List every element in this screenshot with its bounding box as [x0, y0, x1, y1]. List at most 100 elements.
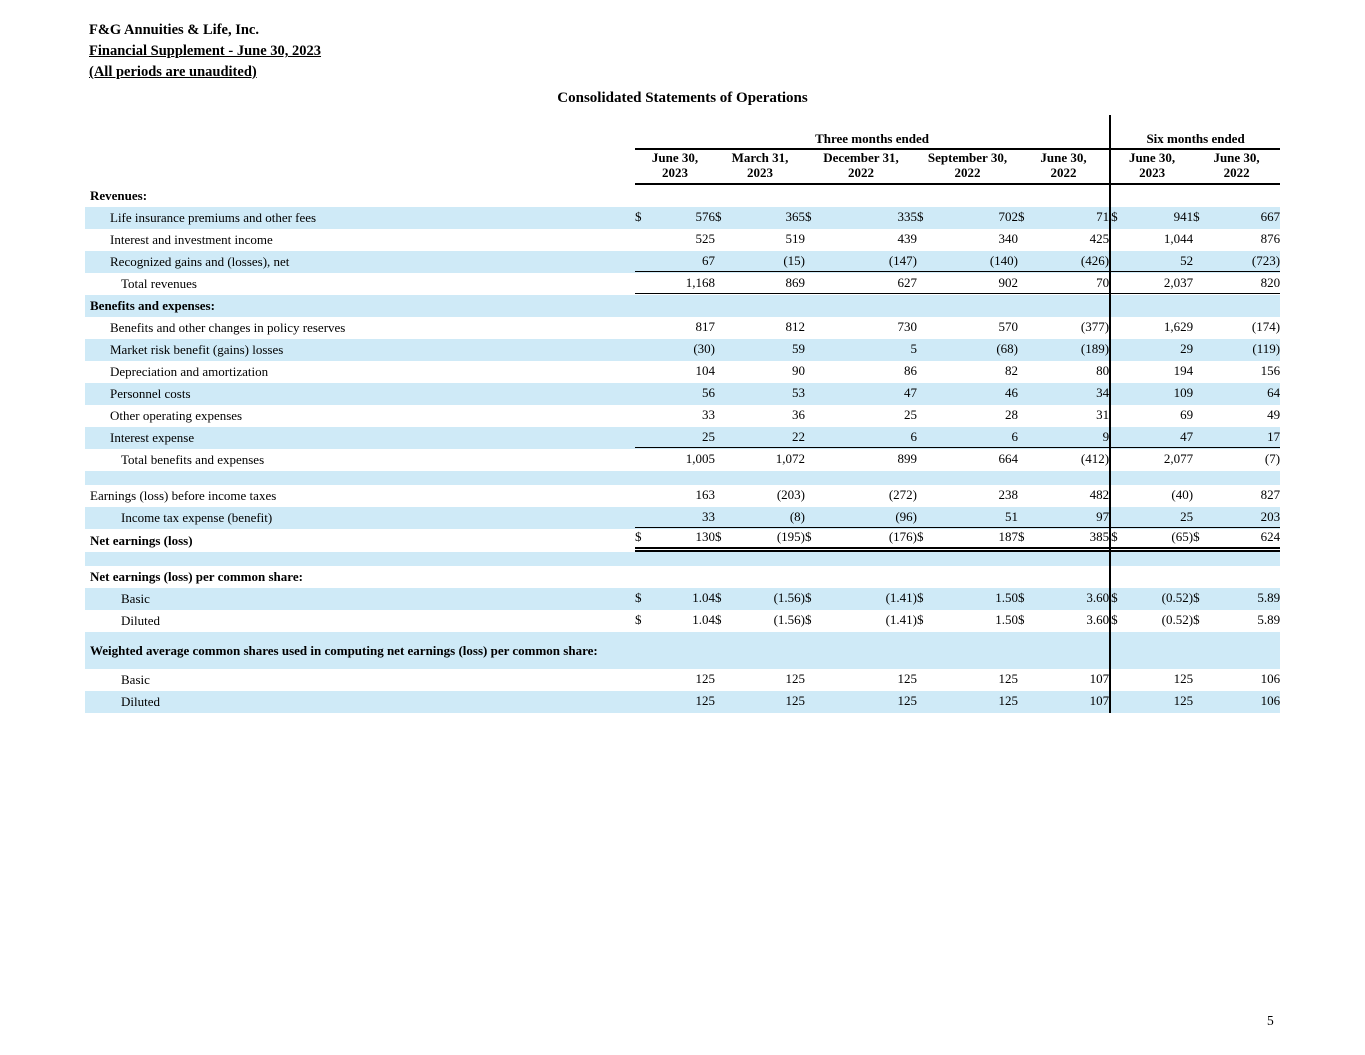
- table-cell: 33: [635, 509, 715, 528]
- cell-value: 1.04: [692, 590, 715, 605]
- table-cell: 64: [1193, 385, 1280, 403]
- table-cell: 827: [1193, 487, 1281, 505]
- column-header: September 30, 2022: [917, 150, 1018, 185]
- table-cell: 482: [1018, 487, 1110, 505]
- cell-value: 5.89: [1257, 612, 1281, 627]
- row-label: Income tax expense (benefit): [121, 510, 273, 525]
- cell-value: 130: [695, 529, 716, 544]
- table-cell: 25: [635, 429, 715, 448]
- cell-value: 702: [998, 209, 1019, 224]
- cell-value: 3.60: [1086, 590, 1110, 605]
- table-cell: 106: [1193, 693, 1281, 711]
- section-row: Benefits and expenses:: [85, 295, 1281, 317]
- cell-value: 125: [897, 671, 918, 686]
- period-divider-line: [1109, 115, 1281, 130]
- table-cell: $702: [917, 209, 1018, 227]
- cell-value: 67: [702, 252, 715, 268]
- row-label: Earnings (loss) before income taxes: [90, 488, 277, 503]
- currency-symbol: $: [635, 612, 642, 627]
- table-cell: 340: [917, 231, 1019, 249]
- cell-value: 33: [702, 508, 715, 524]
- table-cell: $ (0.52): [1111, 612, 1193, 630]
- table-cell: 1,072: [715, 451, 805, 469]
- cell-value: 69: [1180, 407, 1194, 422]
- table-cell: 125: [635, 693, 716, 711]
- cell-value: 109: [1173, 385, 1194, 400]
- table-cell: $1.50: [917, 590, 1018, 608]
- table-cell: 2,037: [1111, 275, 1194, 294]
- cell-value: 86: [904, 363, 917, 378]
- table-cell: 97: [1018, 509, 1110, 528]
- row-label: Net earnings (loss): [90, 532, 193, 548]
- currency-symbol: $: [715, 612, 722, 627]
- column-header: March 31, 2023: [715, 150, 805, 185]
- table-cell: (140): [917, 253, 1018, 272]
- table-cell: 1,629: [1111, 319, 1193, 337]
- table-row: Life insurance premiums and other fees $5…: [85, 207, 1281, 229]
- table-cell: $ (1.56): [715, 612, 805, 630]
- cell-value: (1.56): [773, 612, 805, 627]
- table-row: Net earnings (loss) $130 $ (195) $ (176) $187 $…: [85, 529, 1281, 552]
- spacer-row: [85, 552, 1281, 566]
- row-label: Total revenues: [121, 276, 197, 291]
- table-cell: 31: [1018, 407, 1109, 425]
- cell-value: 71: [1096, 209, 1110, 224]
- cell-value: 203: [1260, 508, 1281, 524]
- cell-value: 2,077: [1163, 451, 1194, 466]
- cell-value: 125: [998, 693, 1019, 708]
- cell-value: 107: [1089, 693, 1110, 708]
- row-label: Depreciation and amortization: [110, 364, 269, 379]
- table-cell: 425: [1018, 231, 1110, 249]
- currency-symbol: $: [1193, 209, 1200, 224]
- cell-value: 869: [785, 274, 806, 290]
- cell-value: 730: [897, 319, 918, 334]
- column-header: June 30, 2022: [1193, 150, 1281, 185]
- cell-value: (176): [888, 529, 917, 544]
- currency-symbol: $: [715, 590, 722, 605]
- table-cell: $ (176): [805, 529, 917, 552]
- cell-value: (7): [1264, 451, 1281, 466]
- table-cell: $1.04: [635, 590, 715, 608]
- cell-value: 64: [1267, 385, 1281, 400]
- table-cell: (30): [635, 341, 715, 359]
- table-cell: 47: [1111, 429, 1194, 448]
- cell-value: (147): [888, 252, 917, 268]
- table-cell: $667: [1193, 209, 1280, 227]
- cell-value: 525: [695, 231, 716, 246]
- table-cell: (7): [1193, 451, 1280, 469]
- table-cell: 125: [805, 693, 918, 711]
- table-cell: (426): [1018, 252, 1110, 272]
- cell-value: 812: [785, 319, 806, 334]
- table-top-spacer: [85, 115, 1281, 130]
- cell-value: (426): [1080, 252, 1110, 268]
- row-label: Basic: [121, 591, 150, 606]
- period-group-header-row: Three months ended Six months ended: [85, 130, 1281, 150]
- row-label: Benefits and other changes in policy res…: [110, 320, 346, 335]
- table-cell: (8): [715, 509, 805, 528]
- cell-value: 107: [1089, 671, 1110, 686]
- currency-symbol: $: [917, 529, 924, 544]
- cell-value: 82: [1005, 363, 1018, 378]
- section-row: Revenues:: [85, 185, 1280, 207]
- cell-value: 1.50: [995, 612, 1018, 627]
- table-cell: 125: [635, 671, 716, 689]
- table-cell: 34: [1018, 385, 1109, 403]
- table-cell: 125: [715, 693, 806, 711]
- table-cell: 107: [1018, 693, 1110, 711]
- table-cell: (119): [1193, 341, 1280, 359]
- cell-value: 335: [897, 209, 918, 224]
- cell-value: 163: [695, 487, 716, 502]
- cell-value: 25: [1180, 508, 1194, 524]
- cell-value: 425: [1089, 231, 1110, 246]
- table-cell: 163: [635, 487, 716, 505]
- table-cell: 9: [1018, 429, 1110, 448]
- cell-value: 624: [1260, 529, 1281, 544]
- group-header-label: Three months ended: [815, 130, 929, 146]
- table-cell: 125: [917, 671, 1019, 689]
- table-cell: 899: [805, 451, 918, 469]
- cell-value: 817: [695, 319, 716, 334]
- cell-value: (203): [776, 487, 805, 502]
- cell-value: (1.56): [773, 590, 805, 605]
- cell-value: (272): [888, 487, 917, 502]
- table-row: Total benefits and expenses 1,005 1,072 899…: [85, 449, 1280, 471]
